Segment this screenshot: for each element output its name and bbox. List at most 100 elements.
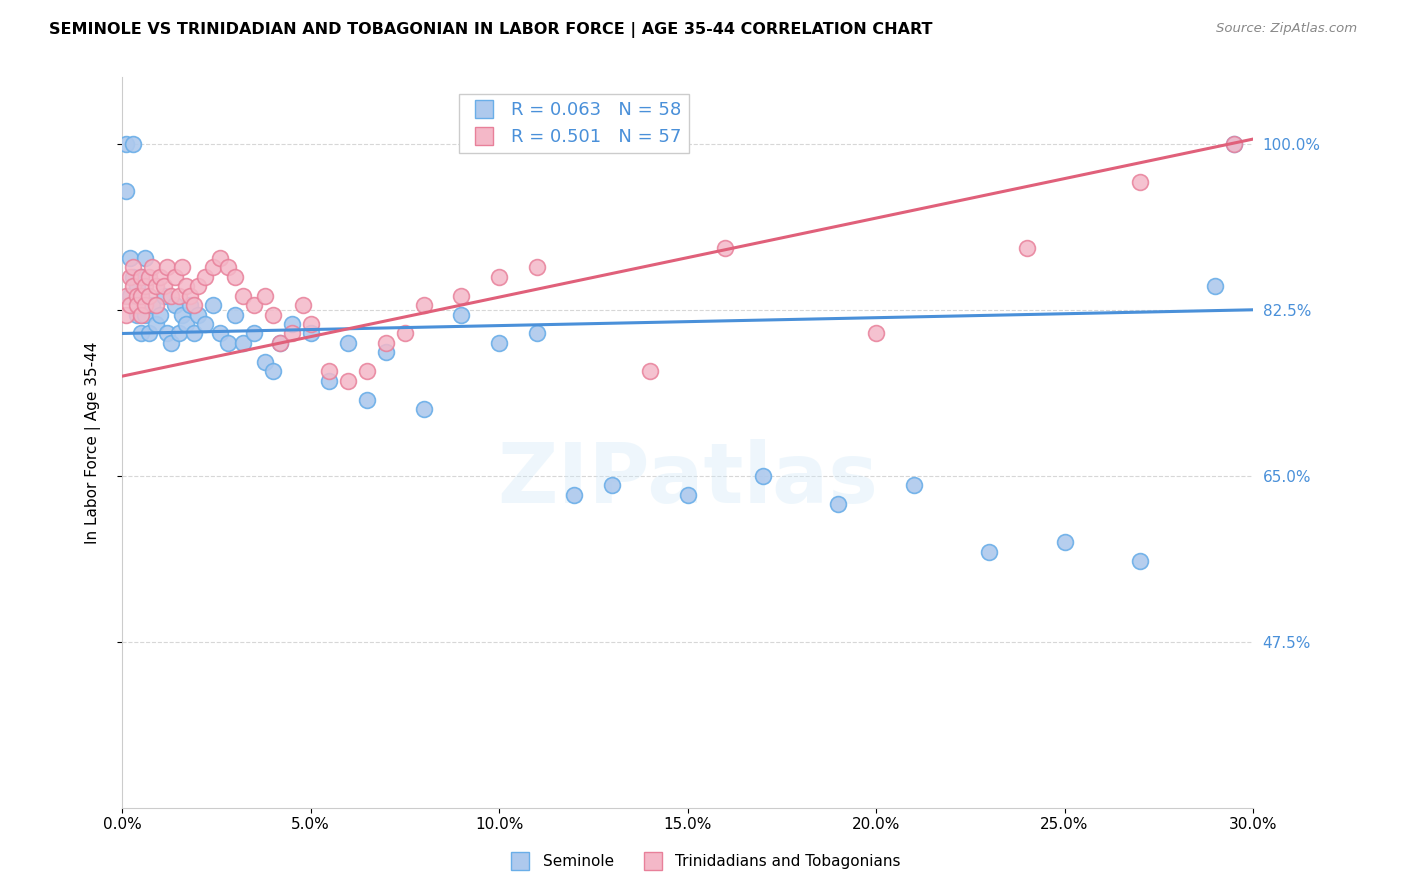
- Point: [337, 336, 360, 351]
- Point: [129, 288, 152, 302]
- Point: [299, 317, 322, 331]
- Point: [160, 336, 183, 351]
- Point: [224, 269, 246, 284]
- Point: [356, 364, 378, 378]
- Point: [138, 288, 160, 302]
- Point: [232, 336, 254, 351]
- Point: [526, 260, 548, 274]
- Point: [269, 336, 291, 351]
- Point: [174, 317, 197, 331]
- Point: [318, 374, 340, 388]
- Point: [145, 298, 167, 312]
- Y-axis label: In Labor Force | Age 35-44: In Labor Force | Age 35-44: [86, 342, 101, 544]
- Point: [224, 308, 246, 322]
- Legend: Seminole, Trinidadians and Tobagonians: Seminole, Trinidadians and Tobagonians: [499, 848, 907, 875]
- Point: [254, 288, 277, 302]
- Point: [122, 269, 145, 284]
- Point: [299, 326, 322, 341]
- Point: [269, 336, 291, 351]
- Point: [412, 298, 434, 312]
- Point: [903, 478, 925, 492]
- Point: [186, 279, 208, 293]
- Legend: R = 0.063   N = 58, R = 0.501   N = 57: R = 0.063 N = 58, R = 0.501 N = 57: [460, 94, 689, 153]
- Point: [1015, 241, 1038, 255]
- Point: [129, 308, 152, 322]
- Point: [638, 364, 661, 378]
- Point: [129, 269, 152, 284]
- Point: [217, 336, 239, 351]
- Point: [127, 279, 149, 293]
- Point: [1053, 535, 1076, 549]
- Point: [134, 298, 156, 312]
- Point: [281, 317, 304, 331]
- Point: [129, 269, 152, 284]
- Point: [1204, 279, 1226, 293]
- Point: [217, 260, 239, 274]
- Point: [138, 326, 160, 341]
- Point: [394, 326, 416, 341]
- Point: [134, 279, 156, 293]
- Point: [194, 317, 217, 331]
- Point: [115, 288, 138, 302]
- Point: [115, 136, 138, 151]
- Point: [129, 326, 152, 341]
- Point: [145, 279, 167, 293]
- Point: [179, 298, 201, 312]
- Point: [118, 269, 141, 284]
- Point: [281, 326, 304, 341]
- Point: [254, 355, 277, 369]
- Point: [1223, 136, 1246, 151]
- Text: ZIPatlas: ZIPatlas: [498, 439, 879, 519]
- Point: [167, 288, 190, 302]
- Point: [865, 326, 887, 341]
- Point: [412, 402, 434, 417]
- Point: [262, 364, 284, 378]
- Point: [488, 336, 510, 351]
- Point: [676, 488, 699, 502]
- Point: [163, 298, 186, 312]
- Point: [232, 288, 254, 302]
- Point: [179, 288, 201, 302]
- Point: [152, 279, 174, 293]
- Point: [375, 345, 398, 359]
- Point: [141, 298, 163, 312]
- Point: [201, 260, 224, 274]
- Point: [450, 308, 472, 322]
- Point: [600, 478, 623, 492]
- Point: [172, 308, 194, 322]
- Point: [318, 364, 340, 378]
- Point: [262, 308, 284, 322]
- Point: [827, 497, 849, 511]
- Point: [156, 326, 179, 341]
- Point: [1129, 175, 1152, 189]
- Point: [149, 308, 172, 322]
- Point: [160, 288, 183, 302]
- Point: [243, 326, 266, 341]
- Point: [141, 260, 163, 274]
- Point: [127, 298, 149, 312]
- Point: [115, 308, 138, 322]
- Point: [375, 336, 398, 351]
- Point: [209, 251, 232, 265]
- Point: [127, 288, 149, 302]
- Point: [172, 260, 194, 274]
- Point: [488, 269, 510, 284]
- Point: [977, 544, 1000, 558]
- Point: [134, 308, 156, 322]
- Point: [450, 288, 472, 302]
- Point: [752, 468, 775, 483]
- Point: [163, 269, 186, 284]
- Text: Source: ZipAtlas.com: Source: ZipAtlas.com: [1216, 22, 1357, 36]
- Point: [337, 374, 360, 388]
- Point: [122, 260, 145, 274]
- Point: [183, 326, 205, 341]
- Point: [183, 298, 205, 312]
- Point: [167, 326, 190, 341]
- Text: SEMINOLE VS TRINIDADIAN AND TOBAGONIAN IN LABOR FORCE | AGE 35-44 CORRELATION CH: SEMINOLE VS TRINIDADIAN AND TOBAGONIAN I…: [49, 22, 932, 38]
- Point: [186, 308, 208, 322]
- Point: [243, 298, 266, 312]
- Point: [118, 298, 141, 312]
- Point: [134, 251, 156, 265]
- Point: [209, 326, 232, 341]
- Point: [564, 488, 586, 502]
